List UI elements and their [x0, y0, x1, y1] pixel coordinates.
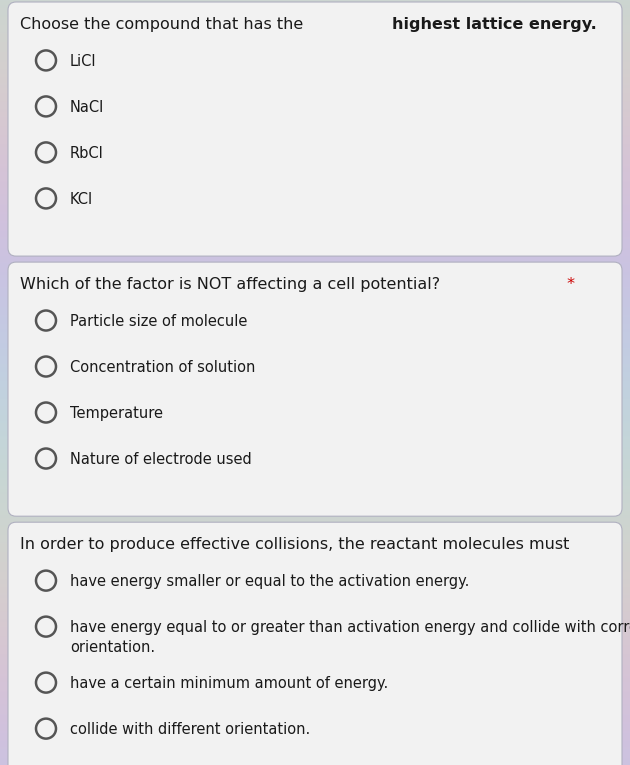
- FancyBboxPatch shape: [8, 262, 622, 516]
- Text: LiCl: LiCl: [70, 54, 96, 69]
- Text: NaCl: NaCl: [70, 99, 104, 115]
- Text: have energy equal to or greater than activation energy and collide with correct
: have energy equal to or greater than act…: [70, 620, 630, 655]
- FancyBboxPatch shape: [8, 522, 622, 765]
- Text: Choose the compound that has the: Choose the compound that has the: [20, 17, 308, 32]
- Text: have a certain minimum amount of energy.: have a certain minimum amount of energy.: [70, 676, 388, 691]
- Text: Which of the factor is NOT affecting a cell potential?: Which of the factor is NOT affecting a c…: [20, 277, 440, 292]
- Text: In order to produce effective collisions, the reactant molecules must: In order to produce effective collisions…: [20, 537, 570, 552]
- Text: Nature of electrode used: Nature of electrode used: [70, 452, 252, 467]
- Text: Concentration of solution: Concentration of solution: [70, 360, 255, 375]
- Text: have energy smaller or equal to the activation energy.: have energy smaller or equal to the acti…: [70, 574, 469, 589]
- Text: Particle size of molecule: Particle size of molecule: [70, 314, 248, 329]
- Text: collide with different orientation.: collide with different orientation.: [70, 722, 310, 737]
- Text: highest lattice energy.: highest lattice energy.: [392, 17, 597, 32]
- Text: RbCl: RbCl: [70, 146, 104, 161]
- Text: Temperature: Temperature: [70, 406, 163, 421]
- Text: *: *: [562, 277, 575, 292]
- FancyBboxPatch shape: [8, 2, 622, 256]
- Text: KCl: KCl: [70, 192, 93, 207]
